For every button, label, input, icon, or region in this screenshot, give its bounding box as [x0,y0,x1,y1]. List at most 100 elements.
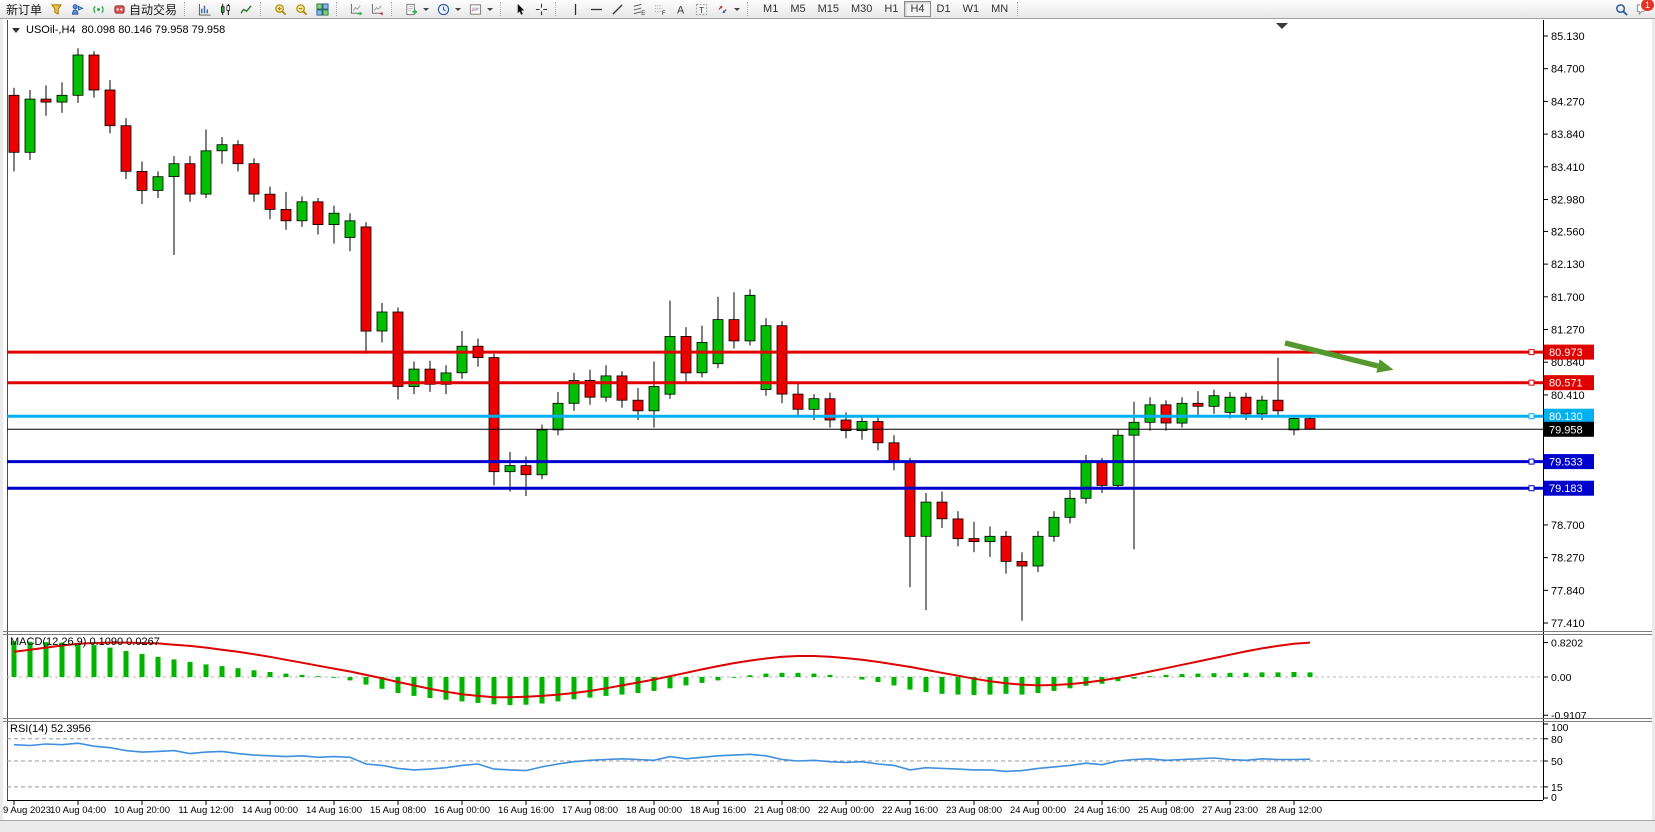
line-chart-button[interactable] [236,0,257,19]
date-tick-label: 23 Aug 08:00 [946,805,1002,816]
price-tick-label: 82.980 [1551,194,1585,206]
dropdown-caret-icon[interactable] [423,7,430,11]
candle [680,335,692,374]
candles-group [8,48,1316,621]
price-tick-label: 78.270 [1551,553,1585,565]
autoscroll-marker-icon[interactable] [1276,23,1288,29]
zoom-in-icon [274,3,287,16]
tile-windows-button[interactable] [312,0,333,19]
timeframe-H4[interactable]: H4 [904,1,931,17]
candle [1080,462,1092,499]
date-tick-label: 10 Aug 04:00 [50,805,106,816]
new-order-button-label: 新订单 [6,2,43,17]
candle [312,201,324,226]
toolbar: 新订单 自动交易 E F A T M1 M5 M15 M30 H1 H4 D1 W1 MN 1 [0,0,1655,19]
text-button[interactable]: A [670,0,691,19]
candle [984,535,996,542]
price-tick-label: 82.560 [1551,226,1585,238]
trendline-button[interactable] [607,0,628,19]
new-chart-button[interactable] [401,0,433,19]
channel-grid-button[interactable]: F [649,0,670,19]
price-line-handle[interactable] [1528,458,1535,465]
timeframe-M30[interactable]: M30 [851,3,873,15]
date-tick-label: 25 Aug 08:00 [1138,805,1194,816]
date-tick-label: 24 Aug 00:00 [1010,805,1066,816]
line-chart-icon [240,3,253,16]
notifications-button[interactable]: 1 [1632,0,1655,19]
crosshair-button[interactable] [531,0,552,19]
timeframe-M1[interactable]: M1 [763,3,779,15]
candle [392,311,404,387]
timeframe-W1[interactable]: W1 [962,3,980,15]
candle [616,375,628,401]
price-badge [1544,375,1594,391]
horizontal-line-button[interactable] [586,0,607,19]
new-order-button[interactable]: 新订单 [2,0,46,19]
zoom-in-button[interactable] [270,0,291,19]
autotrade-button[interactable]: 自动交易 [109,0,181,19]
price-badge [1544,344,1594,360]
vertical-line-button[interactable] [565,0,586,19]
price-badge-label: 79.533 [1549,457,1583,469]
price-tick-label: 82.130 [1551,259,1585,271]
notifications-icon: 1 [1636,0,1655,16]
candle [1096,462,1108,486]
market-watch-icon[interactable] [46,0,67,19]
candle [1304,418,1316,430]
candle [504,465,516,473]
candle [696,341,708,374]
candle [584,380,596,398]
new-chart-icon [405,3,418,16]
templates-button[interactable] [465,0,497,19]
chart-shift-button[interactable] [367,0,388,19]
cursor-button[interactable] [510,0,531,19]
candle [1240,396,1252,415]
timeframe-MN[interactable]: MN [991,3,1009,15]
price-badge [1544,454,1594,470]
svg-text:T: T [699,5,704,14]
candle [424,368,436,385]
timeframe-M15[interactable]: M15 [817,3,839,15]
trend-arrow-annotation[interactable] [1284,340,1379,369]
candle [856,421,868,432]
price-line-handle[interactable] [1528,349,1535,356]
price-line-handle[interactable] [1528,485,1535,492]
horizontal-line-icon [590,3,603,16]
candle [360,226,372,332]
candle [408,368,420,388]
arrows-button[interactable] [712,0,744,19]
dropdown-caret-icon[interactable] [734,7,741,11]
candle [568,380,580,404]
dropdown-caret-icon[interactable] [455,7,462,11]
fibonacci-button[interactable]: E [628,0,649,19]
auto-scroll-button[interactable] [346,0,367,19]
periods-button[interactable] [433,0,465,19]
candle [1064,497,1076,518]
price-line-handle[interactable] [1528,413,1535,420]
candle [200,150,212,195]
bar-chart-button[interactable] [194,0,215,19]
cursor-icon [514,3,527,16]
date-tick-label: 24 Aug 16:00 [1074,805,1130,816]
candle [920,501,932,537]
search-button[interactable] [1611,0,1632,19]
candlestick-chart-button[interactable] [215,0,236,19]
zoom-out-button[interactable] [291,0,312,19]
price-tick-label: 80.410 [1551,390,1585,402]
signals-icon[interactable] [88,0,109,19]
date-tick-label: 14 Aug 00:00 [242,805,298,816]
candle [664,335,676,395]
price-tick-label: 81.270 [1551,325,1585,337]
timeframe-M5[interactable]: M5 [790,3,806,15]
dropdown-caret-icon[interactable] [487,7,494,11]
timeframe-H1[interactable]: H1 [884,3,899,15]
price-tick-label: 81.700 [1551,292,1585,304]
candle [456,345,468,374]
text-label-button[interactable]: T [691,0,712,19]
candle [1192,402,1204,407]
price-line-handle[interactable] [1528,379,1535,386]
candle [1272,399,1284,412]
strategy-tester-icon[interactable] [67,0,88,19]
timeframe-D1[interactable]: D1 [936,3,951,15]
